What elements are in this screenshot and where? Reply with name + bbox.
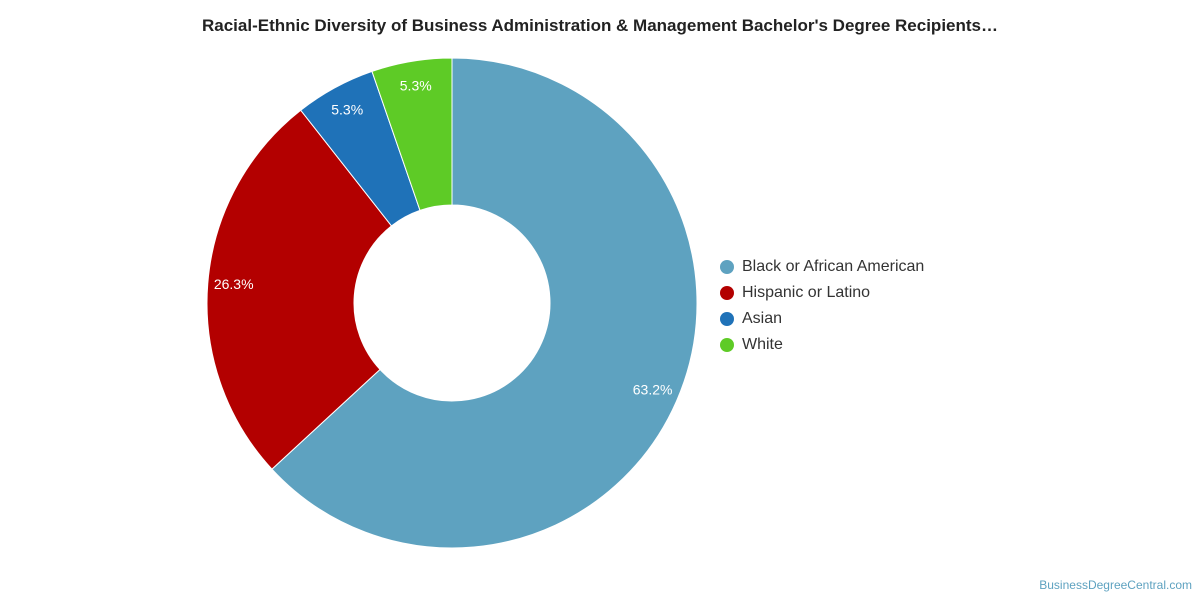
legend-swatch-icon [720,338,734,352]
legend-label: Asian [742,310,783,327]
slice-hispanic[interactable] [206,109,393,470]
data-label-white: 5.3% [400,78,432,94]
legend-item-asian[interactable]: Asian [720,306,924,332]
legend-label: White [742,336,783,353]
chart-title: Racial-Ethnic Diversity of Business Admi… [201,16,998,35]
donut-data-labels: 63.2% 26.3% 5.3% 5.3% [214,78,673,398]
source-credit[interactable]: BusinessDegreeCentral.com [1039,578,1192,592]
legend-label: Black or African American [742,258,925,275]
data-label-hispanic: 26.3% [214,276,254,292]
donut-slices [206,57,698,549]
legend-swatch-icon [720,312,734,326]
chart-legend: Black or African American Hispanic or Lat… [720,254,924,358]
legend-swatch-icon [720,260,734,274]
legend-swatch-icon [720,286,734,300]
legend-item-white[interactable]: White [720,332,924,358]
legend-item-black[interactable]: Black or African American [720,254,924,280]
legend-label: Hispanic or Latino [742,284,871,301]
data-label-asian: 5.3% [331,101,363,117]
legend-item-hispanic[interactable]: Hispanic or Latino [720,280,924,306]
data-label-black: 63.2% [633,382,673,398]
slice-white[interactable] [371,57,453,212]
slice-black[interactable] [271,57,698,549]
